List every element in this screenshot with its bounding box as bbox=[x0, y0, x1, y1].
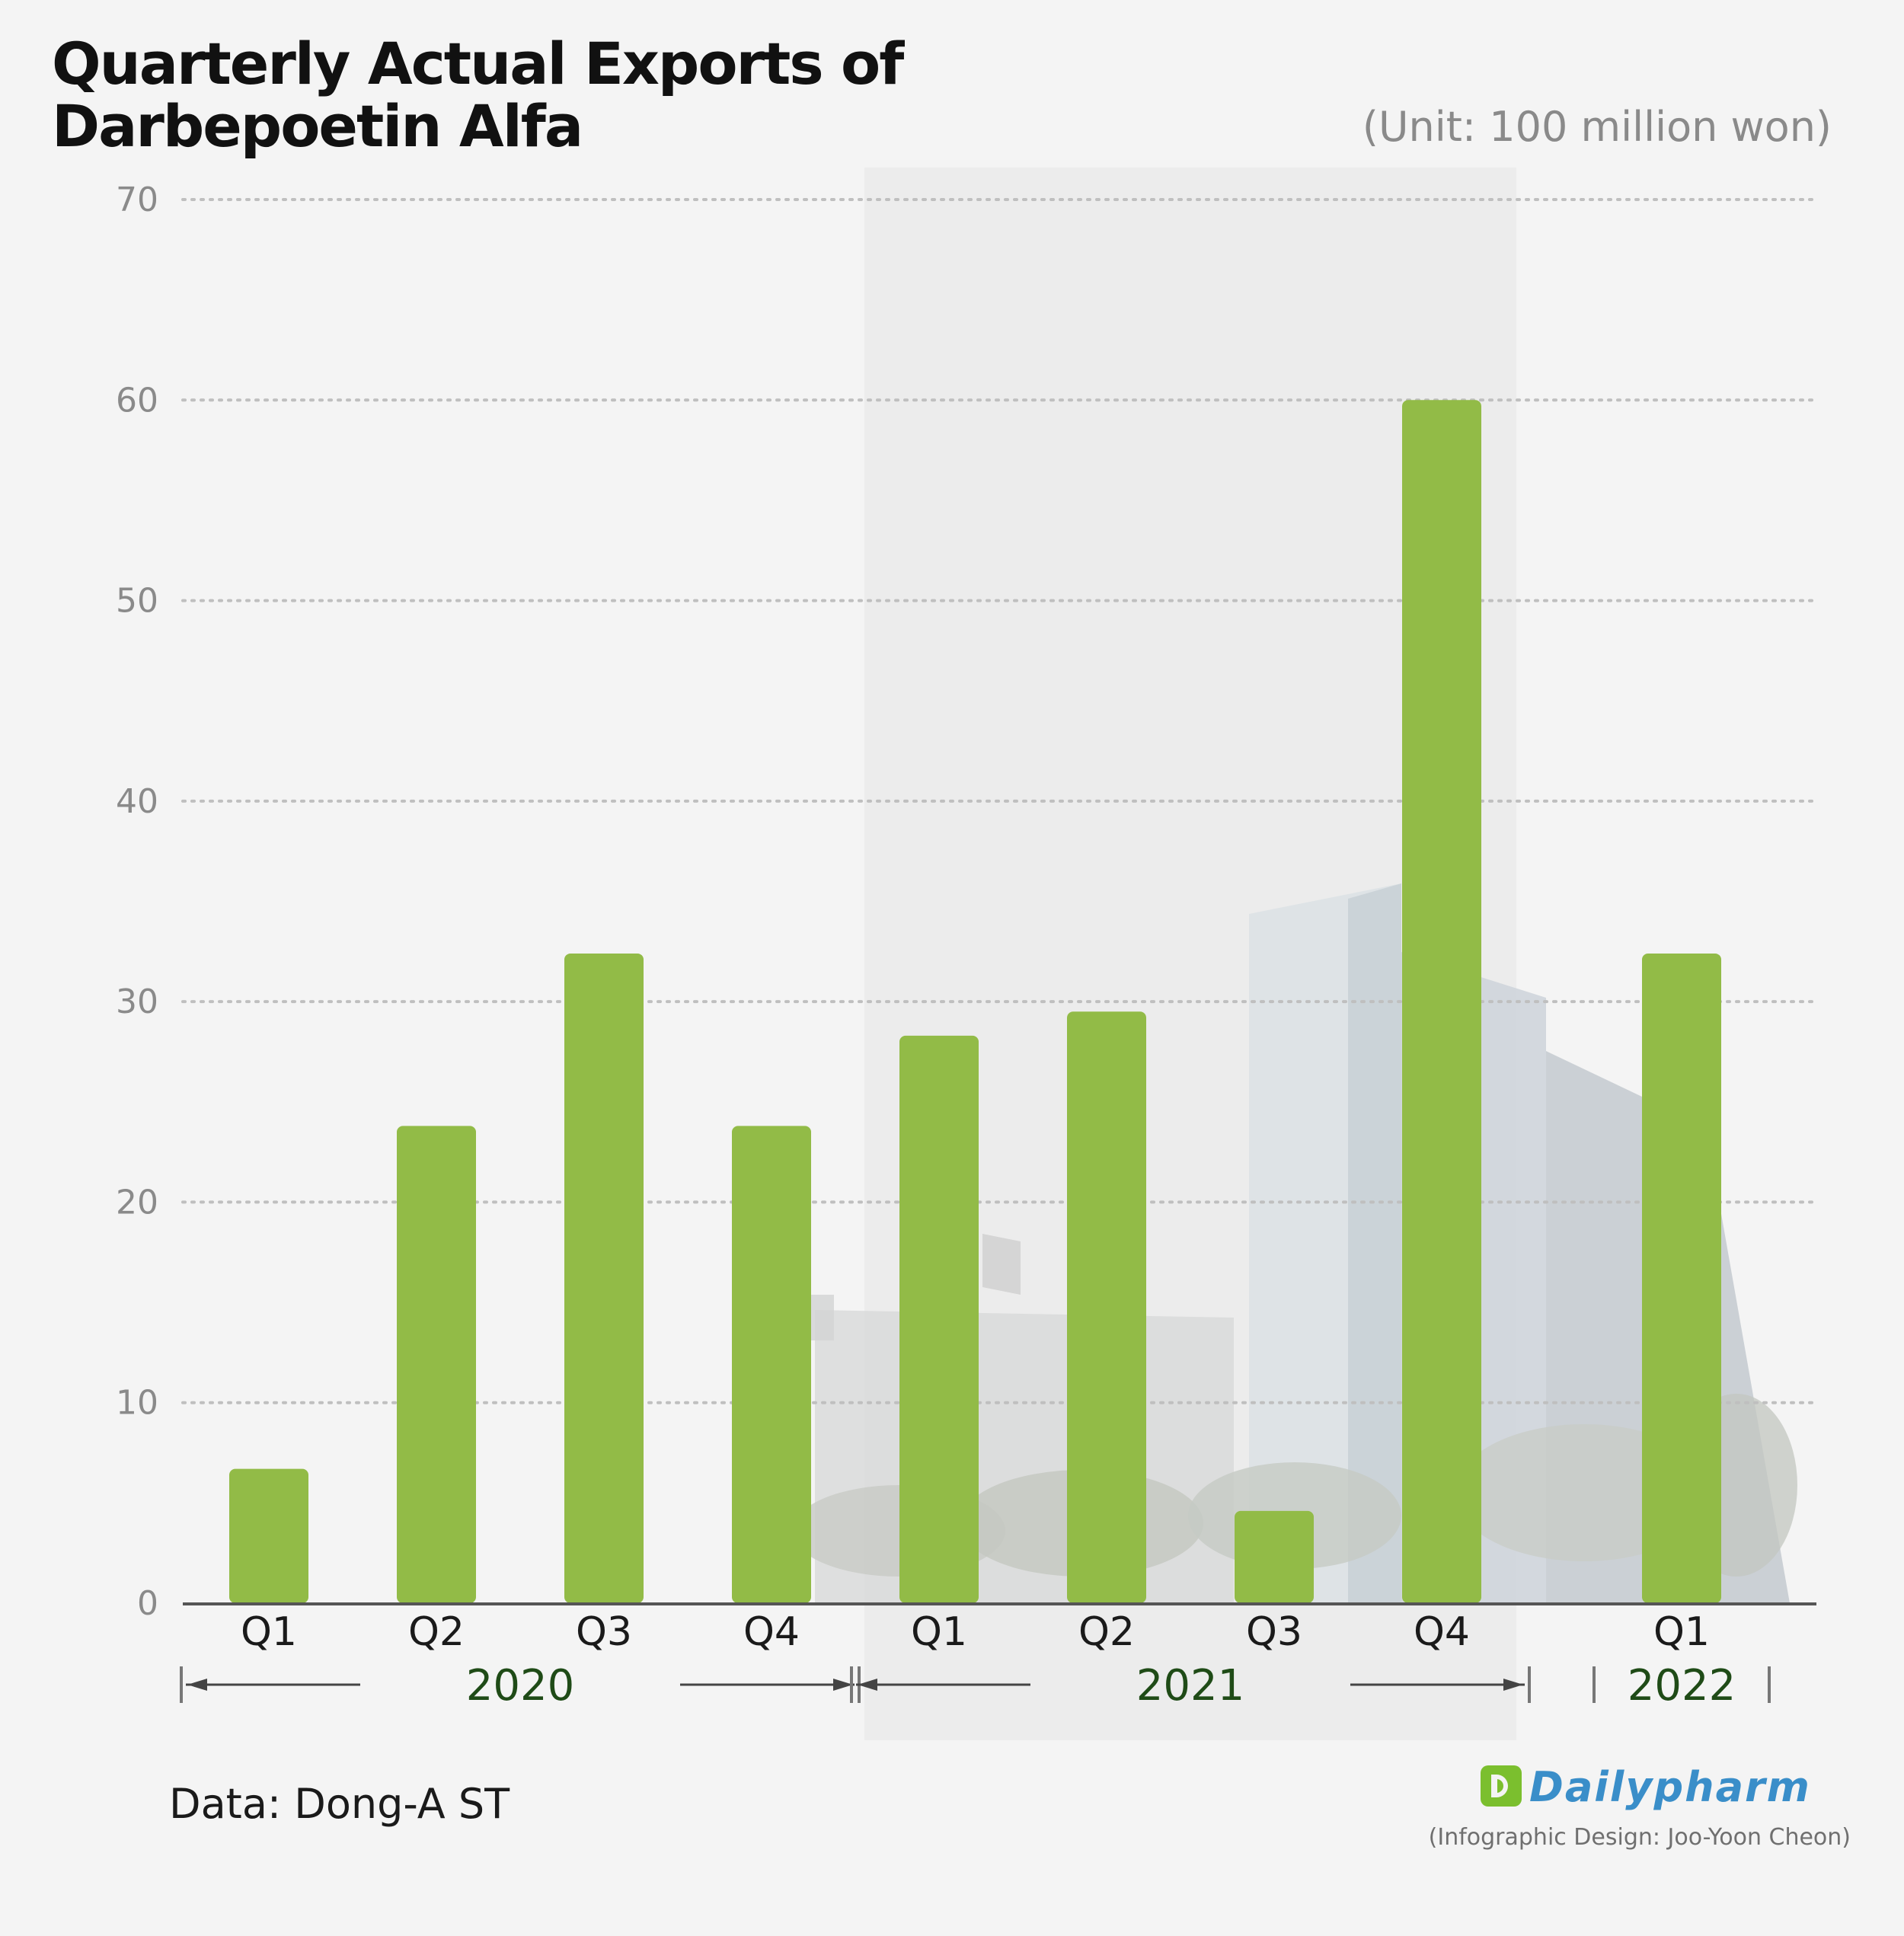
chart-title-line-2: Darbepoetin Alfa bbox=[52, 92, 583, 160]
y-tick-label: 10 bbox=[116, 1384, 158, 1423]
year-label: 2020 bbox=[466, 1661, 575, 1711]
design-credit: (Infographic Design: Joo-Yoon Cheon) bbox=[1428, 1824, 1851, 1851]
x-tick-label: Q2 bbox=[408, 1609, 465, 1655]
year-label: 2021 bbox=[1136, 1661, 1245, 1711]
bar bbox=[899, 1035, 979, 1603]
x-tick-label: Q1 bbox=[1653, 1609, 1710, 1655]
data-source: Data: Dong-A ST bbox=[169, 1780, 510, 1828]
y-tick-label: 40 bbox=[116, 782, 158, 821]
x-tick-label: Q3 bbox=[1246, 1609, 1302, 1655]
bar bbox=[1067, 1011, 1146, 1603]
bar bbox=[397, 1126, 476, 1603]
x-tick-label: Q2 bbox=[1078, 1609, 1135, 1655]
x-tick-label: Q3 bbox=[576, 1609, 632, 1655]
bracket-arrowhead bbox=[858, 1679, 877, 1691]
chart-title-line-1: Quarterly Actual Exports of bbox=[52, 30, 904, 97]
x-tick-label: Q1 bbox=[911, 1609, 967, 1655]
bar bbox=[229, 1468, 308, 1603]
year-label: 2022 bbox=[1628, 1661, 1736, 1711]
x-tick-label: Q1 bbox=[241, 1609, 297, 1655]
bracket-arrowhead bbox=[1503, 1679, 1523, 1691]
y-tick-label: 20 bbox=[116, 1183, 158, 1222]
bar bbox=[1235, 1510, 1314, 1603]
bracket-arrowhead bbox=[833, 1679, 853, 1691]
bar bbox=[564, 953, 644, 1603]
x-tick-label: Q4 bbox=[743, 1609, 800, 1655]
bar bbox=[1402, 400, 1481, 1604]
bar bbox=[732, 1126, 811, 1603]
dailypharm-logo: Dailypharm bbox=[1529, 1763, 1811, 1811]
dailypharm-logo-icon bbox=[1481, 1765, 1522, 1807]
y-tick-label: 0 bbox=[137, 1584, 158, 1623]
unit-label: (Unit: 100 million won) bbox=[1362, 103, 1832, 151]
y-tick-label: 60 bbox=[116, 381, 158, 420]
y-tick-label: 30 bbox=[116, 982, 158, 1021]
bracket-arrowhead bbox=[187, 1679, 207, 1691]
y-tick-label: 70 bbox=[116, 181, 158, 219]
y-tick-label: 50 bbox=[116, 582, 158, 621]
x-tick-label: Q4 bbox=[1414, 1609, 1470, 1655]
bar bbox=[1642, 953, 1721, 1603]
